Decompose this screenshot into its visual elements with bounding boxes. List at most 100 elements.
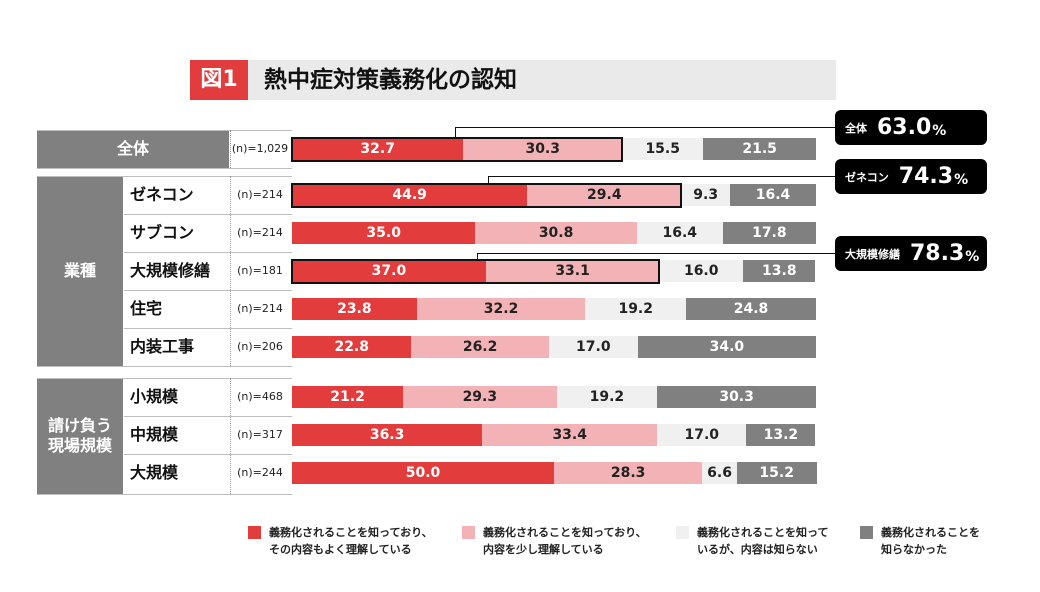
group-separator <box>37 130 292 131</box>
legend-item-1: 義務化されることを知っており、 その内容もよく理解している <box>248 524 433 558</box>
bar-segment: 17.0 <box>657 424 747 446</box>
bar-segment: 32.7 <box>292 138 464 160</box>
group-separator <box>37 494 292 495</box>
bar-segment: 34.0 <box>637 336 816 358</box>
bar-segment: 16.4 <box>730 184 816 206</box>
bar-segment: 29.4 <box>527 184 682 206</box>
callout-box: 大規模修繕 78.3% <box>835 236 987 271</box>
row-separator <box>124 214 292 215</box>
bar-segment: 9.3 <box>681 184 731 206</box>
callout-label: ゼネコン <box>845 170 889 184</box>
callout-label: 全体 <box>845 121 867 135</box>
category-label: 内装工事 <box>130 337 195 356</box>
n-column-divider <box>230 176 231 366</box>
bar-segment: 21.2 <box>292 386 404 408</box>
highlight-outline <box>291 136 624 162</box>
bar-segment: 21.5 <box>703 138 816 160</box>
sample-size-label: (n)=468 <box>237 390 283 403</box>
callout-box: ゼネコン 74.3% <box>835 159 987 194</box>
bar-segment: 13.2 <box>746 424 816 446</box>
callout-leader <box>455 127 836 138</box>
highlight-outline <box>291 258 661 284</box>
callout-leader <box>477 253 836 260</box>
bar-segment: 6.6 <box>702 462 737 484</box>
category-label: 大規模 <box>130 463 179 482</box>
group-label-site-scale: 請け負う 現場規模 <box>37 378 123 494</box>
callout-label: 大規模修繕 <box>845 247 900 261</box>
callout-leader <box>488 176 836 184</box>
sample-size-label: (n)=214 <box>237 188 283 201</box>
sample-size-label: (n)=181 <box>237 264 283 277</box>
bar-segment: 32.2 <box>416 298 586 320</box>
sample-size-label: (n)=1,029 <box>231 142 289 155</box>
bar-segment: 36.3 <box>292 424 483 446</box>
sample-size-label: (n)=206 <box>237 340 283 353</box>
figure-tag: 図1 <box>190 60 248 100</box>
category-label: 大規模修繕 <box>130 261 211 280</box>
bar-segment: 17.0 <box>548 336 638 358</box>
legend-item-4: 義務化されることを 知らなかった <box>860 524 980 558</box>
row-separator <box>124 454 292 455</box>
bar-segment: 13.8 <box>743 260 816 282</box>
callout-box: 全体 63.0% <box>835 110 987 145</box>
bar-segment: 33.1 <box>485 260 660 282</box>
sample-size-label: (n)=214 <box>237 226 283 239</box>
n-column-divider <box>230 130 231 168</box>
highlight-outline <box>291 182 683 208</box>
sample-size-label: (n)=317 <box>237 428 283 441</box>
sample-size-label: (n)=244 <box>237 466 283 479</box>
legend-label: 義務化されることを 知らなかった <box>881 526 980 556</box>
callout-unit: % <box>965 248 980 265</box>
bar-segment: 50.0 <box>292 462 554 484</box>
group-separator <box>37 366 292 367</box>
bar-segment: 33.4 <box>482 424 658 446</box>
bar-segment: 16.4 <box>636 222 723 244</box>
bar-segment: 26.2 <box>411 336 549 358</box>
bar-segment: 30.3 <box>463 138 623 160</box>
bar-segment: 28.3 <box>554 462 703 484</box>
legend-item-2: 義務化されることを知っており、 内容を少し理解している <box>462 524 647 558</box>
bar-segment: 16.0 <box>659 260 744 282</box>
chart-title: 熱中症対策義務化の認知 <box>264 67 517 93</box>
category-label: 中規模 <box>130 425 179 444</box>
category-label: 小規模 <box>130 387 179 406</box>
callout-value: 74.3 <box>898 164 954 189</box>
legend-label: 義務化されることを知っており、 その内容もよく理解している <box>269 526 433 556</box>
callout-unit: % <box>932 122 947 139</box>
group-label-overall: 全体 <box>37 130 229 168</box>
bar-segment: 17.8 <box>722 222 816 244</box>
legend-item-3: 義務化されることを知って いるが、内容は知らない <box>676 524 828 558</box>
legend-label: 義務化されることを知って いるが、内容は知らない <box>697 526 829 556</box>
group-separator <box>37 378 292 379</box>
bar-segment: 23.8 <box>292 298 417 320</box>
legend-swatch <box>860 526 873 539</box>
bar-segment: 22.8 <box>292 336 412 358</box>
row-separator <box>124 252 292 253</box>
callout-value: 63.0 <box>877 115 932 140</box>
title-background <box>190 60 836 100</box>
row-separator <box>124 328 292 329</box>
bar-segment: 37.0 <box>292 260 486 282</box>
bar-segment: 24.8 <box>686 298 816 320</box>
n-column-divider <box>230 378 231 494</box>
bar-segment: 44.9 <box>292 184 528 206</box>
category-label: 住宅 <box>130 299 163 318</box>
sample-size-label: (n)=214 <box>237 302 283 315</box>
bar-segment: 29.3 <box>403 386 557 408</box>
legend-label: 義務化されることを知っており、 内容を少し理解している <box>483 526 647 556</box>
legend-swatch <box>676 526 689 539</box>
bar-segment: 15.2 <box>736 462 817 484</box>
bar-segment: 19.2 <box>585 298 687 320</box>
group-separator <box>37 176 292 177</box>
row-separator <box>124 416 292 417</box>
group-label-industry: 業種 <box>37 176 123 366</box>
legend-swatch <box>462 526 475 539</box>
legend-swatch <box>248 526 261 539</box>
bar-segment: 35.0 <box>292 222 476 244</box>
category-label: サブコン <box>130 223 195 242</box>
callout-value: 78.3 <box>910 241 965 266</box>
callout-unit: % <box>954 171 969 188</box>
bar-segment: 19.2 <box>556 386 658 408</box>
row-separator <box>124 290 292 291</box>
bar-segment: 15.5 <box>622 138 704 160</box>
